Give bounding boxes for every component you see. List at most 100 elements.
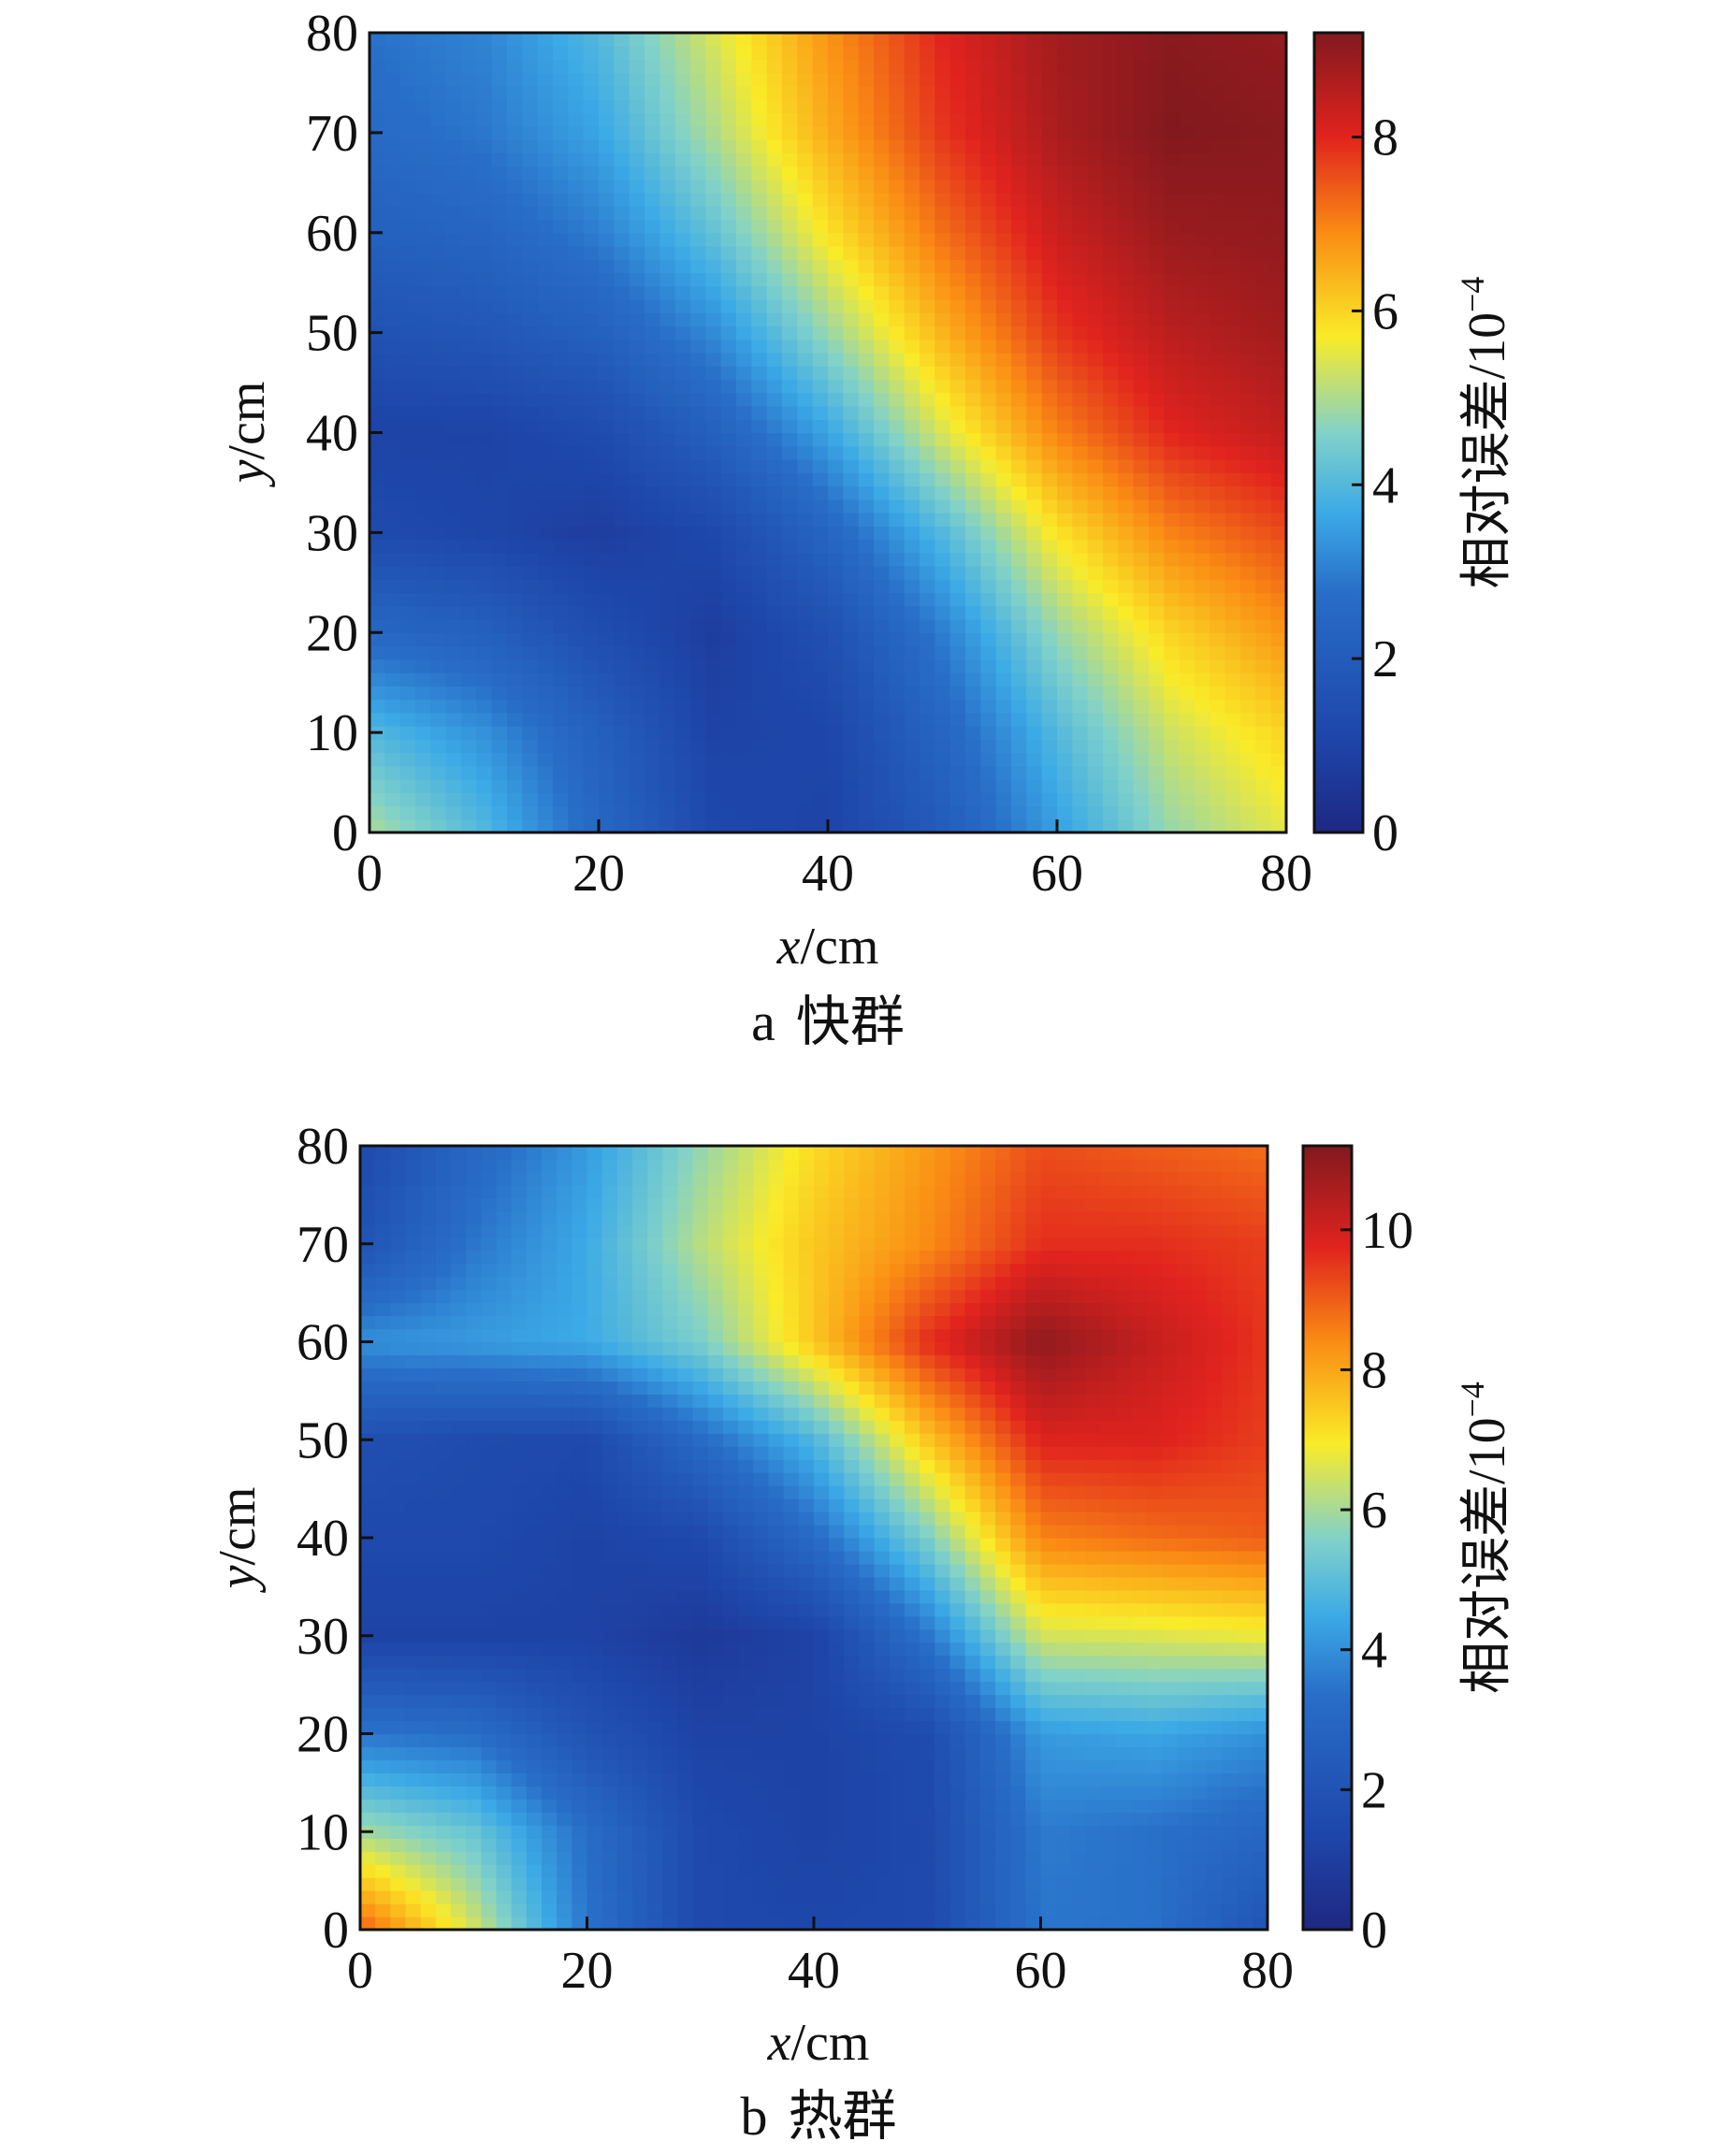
heatmap-cell: [843, 272, 860, 287]
heatmap-cell: [1224, 432, 1241, 447]
heatmap-cell: [1133, 579, 1150, 594]
heatmap-cell: [481, 1877, 498, 1891]
heatmap-cell: [659, 152, 676, 167]
heatmap-cell: [415, 219, 431, 234]
heatmap-cell: [616, 1746, 633, 1761]
heatmap-cell: [1179, 166, 1195, 181]
heatmap-cell: [720, 353, 737, 367]
heatmap-cell: [405, 1786, 422, 1800]
heatmap-cell: [496, 1746, 513, 1761]
heatmap-cell: [647, 1903, 663, 1917]
heatmap-cell: [629, 59, 645, 74]
heatmap-cell: [766, 712, 783, 727]
heatmap-cell: [768, 1681, 785, 1696]
heatmap-cell: [1072, 152, 1089, 167]
heatmap-cell: [1072, 379, 1089, 394]
heatmap-cell: [674, 513, 691, 527]
heatmap-cell: [1087, 765, 1104, 780]
heatmap-cell: [553, 805, 569, 820]
heatmap-cell: [1195, 366, 1210, 381]
heatmap-cell: [1207, 1825, 1224, 1839]
heatmap-cell: [1270, 592, 1287, 607]
heatmap-cell: [522, 485, 539, 500]
heatmap-cell: [629, 605, 645, 620]
heatmap-cell: [766, 193, 783, 207]
heatmap-cell: [384, 792, 401, 807]
heatmap-cell: [1210, 379, 1226, 394]
heatmap-cell: [599, 472, 615, 487]
heatmap-cell: [798, 1655, 815, 1670]
heatmap-cell: [384, 246, 401, 260]
heatmap-cell: [1149, 232, 1165, 247]
heatmap-cell: [738, 1694, 754, 1709]
heatmap-cell: [557, 1694, 572, 1709]
heatmap-cell: [995, 1799, 1011, 1813]
heatmap-cell: [1087, 566, 1104, 580]
heatmap-cell: [690, 312, 706, 327]
heatmap-cell: [874, 1759, 891, 1773]
heatmap-cell: [1087, 72, 1104, 87]
heatmap-cell: [430, 513, 447, 527]
heatmap-cell: [599, 605, 615, 620]
heatmap-cell: [537, 392, 554, 407]
heatmap-cell: [1055, 1773, 1072, 1787]
heatmap-cell: [964, 1773, 981, 1787]
heatmap-cell: [674, 432, 691, 447]
heatmap-cell: [614, 513, 630, 527]
heatmap-cell: [430, 779, 447, 793]
heatmap-cell: [1177, 1917, 1193, 1931]
heatmap-cell: [874, 99, 890, 114]
heatmap-cell: [522, 632, 539, 647]
heatmap-cell: [705, 299, 722, 313]
heatmap-cell: [645, 552, 660, 567]
heatmap-cell: [1011, 605, 1027, 620]
heatmap-cell: [1222, 1864, 1239, 1878]
heatmap-cell: [647, 1812, 663, 1826]
y-tick-label-a: 60: [306, 205, 358, 263]
heatmap-cell: [797, 193, 814, 207]
heatmap-cell: [542, 1825, 558, 1839]
heatmap-cell: [587, 1838, 603, 1852]
heatmap-cell: [949, 152, 966, 167]
heatmap-cell: [1149, 445, 1165, 460]
heatmap-cell: [1103, 353, 1119, 367]
heatmap-cell: [720, 33, 737, 47]
heatmap-cell: [384, 86, 401, 100]
heatmap-cell: [1255, 179, 1272, 194]
heatmap-cell: [1055, 1825, 1072, 1839]
heatmap-cell: [476, 513, 493, 527]
heatmap-cell: [1179, 632, 1195, 647]
heatmap-cell: [859, 1812, 876, 1826]
heatmap-cell: [949, 1681, 966, 1696]
heatmap-cell: [1195, 312, 1210, 327]
heatmap-cell: [1164, 59, 1181, 74]
heatmap-cell: [768, 1668, 785, 1683]
heatmap-cell: [768, 1825, 785, 1839]
heatmap-cell: [1041, 566, 1058, 580]
heatmap-cell: [568, 579, 585, 594]
heatmap-cell: [995, 139, 1012, 153]
heatmap-cell: [677, 1720, 694, 1735]
heatmap-cell: [889, 99, 905, 114]
heatmap-cell: [1270, 739, 1287, 754]
heatmap-cell: [1210, 272, 1226, 287]
heatmap-cell: [692, 1864, 709, 1878]
heatmap-cell: [1164, 712, 1181, 727]
heatmap-cell: [1179, 379, 1195, 394]
heatmap-cell: [858, 619, 875, 633]
heatmap-cell: [1164, 353, 1181, 367]
heatmap-cell: [874, 86, 890, 100]
heatmap-cell: [1240, 112, 1256, 127]
heatmap-cell: [445, 406, 462, 420]
heatmap-cell: [601, 1733, 618, 1748]
heatmap-cell: [751, 432, 768, 447]
y-tick-label-a: 70: [306, 105, 358, 163]
heatmap-cell: [1255, 152, 1272, 167]
heatmap-cell: [874, 1864, 891, 1878]
heatmap-cell: [949, 739, 966, 754]
heatmap-cell: [435, 1694, 452, 1709]
heatmap-cell: [874, 1655, 891, 1670]
heatmap-cell: [420, 1812, 437, 1826]
heatmap-cell: [1255, 406, 1272, 420]
heatmap-cell: [445, 312, 462, 327]
